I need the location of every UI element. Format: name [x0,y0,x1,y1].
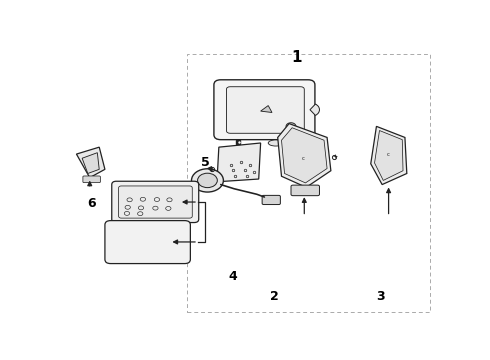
FancyBboxPatch shape [119,186,192,218]
Text: 4: 4 [228,270,237,283]
FancyBboxPatch shape [105,221,190,264]
Polygon shape [374,131,403,180]
FancyBboxPatch shape [214,80,315,140]
Wedge shape [310,104,319,116]
Polygon shape [82,153,99,174]
Circle shape [286,123,296,130]
Text: 1: 1 [292,50,302,65]
Polygon shape [261,105,272,112]
FancyBboxPatch shape [83,176,100,183]
FancyBboxPatch shape [112,181,199,222]
Text: c: c [387,152,390,157]
Ellipse shape [268,140,283,146]
Text: 6: 6 [87,198,96,211]
FancyBboxPatch shape [291,185,319,195]
Bar [187,54,430,312]
FancyBboxPatch shape [262,195,280,204]
Text: c: c [302,156,305,161]
Polygon shape [371,126,407,185]
Polygon shape [76,147,105,177]
FancyBboxPatch shape [226,87,304,133]
Circle shape [192,169,223,192]
Text: 5: 5 [201,156,210,169]
Text: 3: 3 [376,290,385,303]
Text: 2: 2 [270,290,278,303]
Polygon shape [217,143,261,182]
Circle shape [197,173,218,188]
Polygon shape [278,123,331,187]
Polygon shape [281,128,327,183]
Ellipse shape [287,132,295,134]
